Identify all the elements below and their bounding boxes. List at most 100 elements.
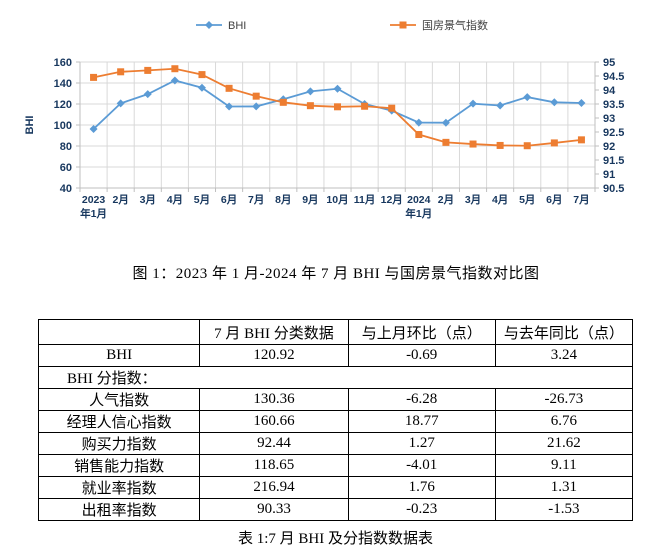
table-cell: 160.66 (199, 410, 349, 433)
x-axis-tick-label: 2024 年1月 (405, 194, 432, 220)
right-axis-tick-label: 93.5 (603, 99, 624, 111)
data-point-square (252, 92, 260, 100)
right-axis-tick-label: 92 (603, 141, 615, 153)
x-axis-tick-label: 4月 (492, 194, 508, 206)
right-axis-tick-label: 94.5 (603, 71, 624, 83)
left-axis-title: BHI (24, 116, 36, 135)
x-axis-tick-label: 10月 (326, 194, 348, 206)
row-label: 经理人信心指数 (37, 410, 201, 433)
table-header-row: 7 月 BHI 分类数据 与上月环比（点） 与去年同比（点） (37, 319, 634, 345)
table-cell: 120.92 (199, 344, 349, 367)
axis-labels: 160 140 120 100 80 60 40 95 94.5 94 93.5 93 92.5 92 91… (54, 57, 625, 220)
x-axis-tick-label: 6月 (221, 194, 237, 206)
table-header-empty (37, 319, 201, 345)
row-label: 销售能力指数 (37, 454, 201, 477)
data-point-square (334, 103, 341, 111)
data-point-diamond (205, 21, 213, 29)
x-axis-tick-label: 5月 (194, 194, 210, 206)
right-axis-tick-label: 95 (603, 57, 615, 69)
left-axis-tick-label: 60 (60, 162, 72, 174)
guofang-series (90, 65, 585, 150)
data-point-diamond (197, 83, 206, 92)
data-point-diamond (333, 84, 342, 93)
data-point-diamond (469, 99, 478, 108)
data-point-square (90, 73, 98, 81)
x-axis-tick-label: 11月 (354, 194, 376, 206)
table-header-yoy: 与去年同比（点） (494, 319, 634, 345)
right-axis-tick-label: 91.5 (603, 155, 624, 167)
table-cell: 130.36 (199, 388, 349, 411)
bhi-comparison-chart: 160 140 120 100 80 60 40 95 94.5 94 93.5 93 92.5 92 91… (0, 0, 672, 230)
x-axis-tick-label: 2月 (112, 194, 128, 206)
x-axis-tick-label: 2023 年1月 (80, 194, 107, 220)
data-point-square (399, 21, 407, 29)
data-point-square (469, 140, 477, 148)
x-axis-tick-label: 2月 (438, 194, 454, 206)
table-header-mom: 与上月环比（点） (347, 319, 496, 345)
data-point-diamond (414, 118, 423, 127)
x-axis-tick-label: 9月 (302, 194, 318, 206)
table-cell: 3.24 (494, 344, 634, 367)
right-axis-tick-label: 91 (603, 169, 615, 181)
row-label: 购买力指数 (37, 432, 201, 455)
data-point-square (306, 102, 314, 110)
data-point-square (523, 142, 531, 150)
row-label: 就业率指数 (37, 476, 201, 499)
data-point-diamond (143, 90, 152, 99)
table-cell: 118.65 (199, 454, 349, 477)
table-cell: 21.62 (494, 432, 634, 455)
table-cell: 90.33 (199, 498, 349, 521)
legend-label: BHI (228, 20, 246, 32)
table-caption: 表 1:7 月 BHI 及分指数数据表 (237, 531, 433, 547)
x-axis-tick-label: 7月 (573, 194, 589, 206)
x-axis-tick-label: 7月 (248, 194, 264, 206)
right-axis-tick-label: 93 (603, 113, 615, 125)
right-axis-tick-label: 92.5 (603, 127, 624, 139)
table-cell: 92.44 (199, 432, 349, 455)
table-cell: 216.94 (199, 476, 349, 499)
left-axis-tick-label: 140 (54, 78, 72, 90)
data-point-diamond (441, 118, 450, 127)
x-axis-tick-label: 4月 (167, 194, 183, 206)
chart-gridlines (80, 61, 596, 189)
table-cell: 1.76 (347, 476, 496, 499)
table-row: 购买力指数 92.44 1.27 21.62 (37, 432, 634, 455)
data-point-square (198, 71, 206, 79)
x-axis-tick-label: 6月 (546, 194, 562, 206)
legend-entry-guofang: 国房景气指数 (390, 18, 488, 32)
row-label: 出租率指数 (37, 498, 201, 521)
data-point-diamond (116, 99, 125, 108)
data-point-square (388, 104, 396, 112)
chart-axes (76, 61, 599, 192)
data-point-diamond (550, 98, 559, 107)
left-axis-tick-label: 80 (60, 141, 72, 153)
x-axis-tick-label: 3月 (140, 194, 156, 206)
data-point-square (361, 102, 369, 110)
table-cell: 1.31 (494, 476, 634, 499)
data-point-square (144, 66, 152, 74)
left-axis-tick-label: 160 (54, 57, 72, 69)
table-row: 经理人信心指数 160.66 18.77 6.76 (37, 410, 634, 433)
table-cell: 9.11 (494, 454, 634, 477)
data-point-diamond (496, 101, 505, 110)
table-row: BHI 120.92 -0.69 3.24 (37, 344, 634, 367)
left-axis-tick-label: 40 (60, 183, 72, 195)
data-point-diamond (523, 93, 532, 102)
data-point-diamond (306, 87, 315, 96)
left-axis-tick-label: 120 (54, 99, 72, 111)
row-label: 人气指数 (37, 388, 201, 411)
table-row: 就业率指数 216.94 1.76 1.31 (37, 476, 634, 499)
table-cell: -0.23 (347, 498, 496, 521)
data-point-square (117, 68, 125, 76)
table-cell: 6.76 (494, 410, 634, 433)
table-section-label: BHI 分指数： (38, 366, 633, 389)
data-point-square (171, 65, 179, 73)
right-axis-tick-label: 90.5 (603, 183, 624, 195)
data-point-square (415, 131, 423, 139)
bhi-data-table: 7 月 BHI 分类数据 与上月环比（点） 与去年同比（点） BHI 120.92… (37, 319, 634, 521)
figure-caption: 图 1：2023 年 1 月-2024 年 7 月 BHI 与国房景气指数对比图 (132, 266, 540, 282)
x-axis-tick-label: 3月 (465, 194, 481, 206)
table-header-july-data: 7 月 BHI 分类数据 (199, 319, 349, 345)
data-point-diamond (252, 102, 261, 111)
